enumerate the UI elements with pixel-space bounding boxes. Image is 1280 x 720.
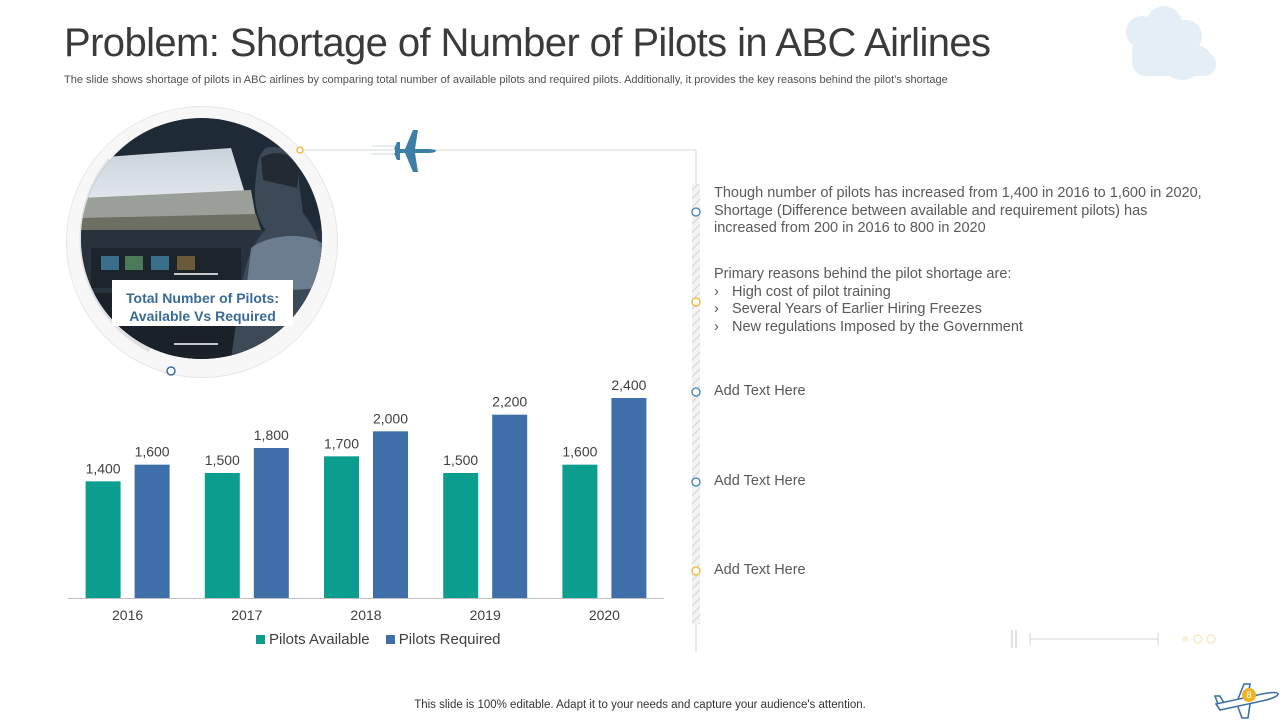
page-subtitle: The slide shows shortage of pilots in AB… bbox=[64, 74, 948, 86]
bar-available-2020 bbox=[562, 464, 598, 598]
footer-note: This slide is 100% editable. Adapt it to… bbox=[414, 699, 866, 711]
legend-item-available: Pilots Available bbox=[256, 631, 370, 648]
label-deco-lines bbox=[174, 273, 218, 345]
plane-logo-icon bbox=[1213, 683, 1279, 719]
x-tick-label: 2020 bbox=[589, 607, 620, 623]
ring-dot-icon bbox=[166, 366, 176, 376]
photo-label-line1: Total Number of Pilots: bbox=[126, 290, 279, 306]
data-label: 1,400 bbox=[86, 460, 121, 476]
data-label: 1,500 bbox=[443, 452, 478, 468]
timeline-dot bbox=[691, 477, 701, 487]
photo-label-line2: Available Vs Required bbox=[129, 308, 276, 324]
bar-available-2019 bbox=[443, 473, 479, 598]
bar-required-2019 bbox=[492, 414, 528, 598]
bar-required-2018 bbox=[373, 431, 408, 598]
chart-legend: Pilots Available Pilots Required bbox=[256, 631, 513, 648]
airplane-icon bbox=[394, 130, 436, 172]
data-label: 1,600 bbox=[135, 444, 170, 460]
bar-chart: 1,400 1,600 2016 1,500 1,800 2017 1,700 2,000 20… bbox=[68, 377, 664, 623]
runway-decoration bbox=[1011, 630, 1216, 648]
timeline-text-reasons: Primary reasons behind the pilot shortag… bbox=[714, 266, 1194, 336]
timeline-text-placeholder[interactable]: Add Text Here bbox=[714, 562, 806, 578]
timeline-dot bbox=[691, 207, 701, 217]
reason-bullet: › New regulations Imposed by the Governme… bbox=[714, 318, 1023, 335]
bar-required-2020 bbox=[611, 398, 647, 598]
x-tick-label: 2017 bbox=[231, 607, 262, 623]
data-label: 1,700 bbox=[324, 435, 359, 451]
data-label: 2,200 bbox=[492, 394, 527, 410]
page-title: Problem: Shortage of Number of Pilots in… bbox=[64, 21, 991, 65]
reasons-heading: Primary reasons behind the pilot shortag… bbox=[714, 266, 1012, 282]
bar-required-2017 bbox=[253, 448, 289, 598]
data-label: 1,600 bbox=[562, 444, 597, 460]
data-label: 2,000 bbox=[373, 410, 408, 426]
timeline-dot bbox=[691, 387, 701, 397]
data-label: 1,800 bbox=[254, 427, 289, 443]
timeline-text-placeholder[interactable]: Add Text Here bbox=[714, 383, 806, 399]
photo-label: Total Number of Pilots: Available Vs Req… bbox=[112, 280, 293, 326]
bar-available-2016 bbox=[85, 481, 121, 598]
timeline-text-shortage: Though number of pilots has increased fr… bbox=[714, 185, 1202, 236]
x-tick-label: 2016 bbox=[112, 607, 143, 623]
reason-bullet: › Several Years of Earlier Hiring Freezes bbox=[714, 301, 982, 317]
bar-available-2017 bbox=[204, 473, 240, 598]
page-number-badge: 8 bbox=[1242, 688, 1256, 702]
timeline-text-placeholder[interactable]: Add Text Here bbox=[714, 473, 806, 489]
timeline-bar bbox=[692, 184, 700, 624]
legend-swatch-blue bbox=[385, 634, 395, 644]
legend-item-required: Pilots Required bbox=[385, 631, 501, 648]
data-label: 1,500 bbox=[205, 452, 240, 468]
data-label: 2,400 bbox=[611, 377, 646, 393]
reason-bullet: › High cost of pilot training bbox=[714, 283, 891, 300]
bar-required-2016 bbox=[134, 464, 170, 598]
timeline-dot bbox=[691, 566, 701, 576]
timeline-dot bbox=[691, 297, 701, 307]
cloud-icon bbox=[1126, 6, 1216, 80]
bar-available-2018 bbox=[324, 456, 359, 598]
x-tick-label: 2019 bbox=[470, 607, 501, 623]
x-tick-label: 2018 bbox=[350, 607, 381, 623]
legend-swatch-teal bbox=[256, 634, 265, 644]
